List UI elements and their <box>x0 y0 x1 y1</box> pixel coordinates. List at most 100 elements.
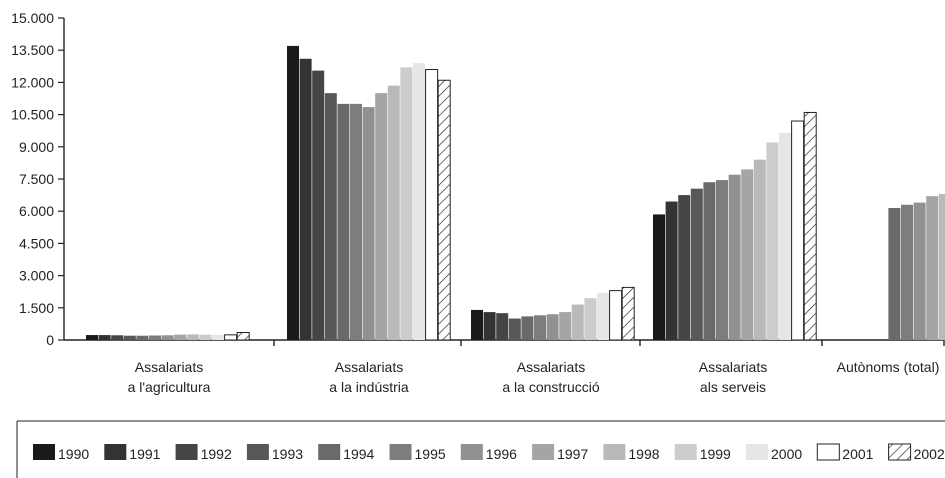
bar-1999-3 <box>766 142 779 340</box>
bar-1995-0 <box>149 335 161 340</box>
legend-swatch-2002 <box>888 443 912 461</box>
legend-label-2001: 2001 <box>842 446 873 462</box>
y-tick-label: 3.000 <box>19 268 54 284</box>
bar-1996-3 <box>728 174 741 340</box>
y-tick-label: 15.000 <box>11 10 54 26</box>
y-tick-label: 7.500 <box>19 171 54 187</box>
bar-1995-2 <box>534 315 546 340</box>
bar-2002-1 <box>437 79 451 341</box>
legend-label-1992: 1992 <box>201 446 232 462</box>
bar-1996-4 <box>913 202 926 340</box>
bar-1990-0 <box>86 335 98 340</box>
bar-2001-1 <box>425 69 439 341</box>
bar-2002-0 <box>236 331 250 341</box>
legend-swatch-1994 <box>318 444 341 460</box>
legend-swatch-1991 <box>104 444 127 460</box>
bar-2000-1 <box>413 63 425 341</box>
bar-1992-3 <box>678 195 691 340</box>
bar-1997-1 <box>375 93 388 340</box>
bar-1991-2 <box>483 312 496 340</box>
bar-1995-1 <box>350 103 362 340</box>
bar-2000-3 <box>779 132 791 340</box>
category-label: Assalariats <box>135 359 203 375</box>
legend-label-2002: 2002 <box>914 446 945 462</box>
bar-1992-2 <box>496 313 509 340</box>
y-tick-label: 4.500 <box>19 235 54 251</box>
y-tick-label: 9.000 <box>19 139 54 155</box>
bar-1995-4 <box>901 204 913 340</box>
bar-1994-1 <box>337 103 350 340</box>
bar-1997-3 <box>741 169 754 340</box>
legend-swatch-1996 <box>460 444 483 460</box>
bar-1992-0 <box>111 335 124 340</box>
legend-swatch-1995 <box>389 444 412 460</box>
bar-1997-0 <box>174 334 187 340</box>
bar-1996-0 <box>161 335 174 340</box>
legend-label-1993: 1993 <box>272 446 303 462</box>
bar-2001-2 <box>609 290 623 341</box>
bar-1999-0 <box>199 334 212 340</box>
chart-bars <box>86 45 945 341</box>
bar-2000-2 <box>597 292 609 340</box>
category-label: Assalariats <box>699 359 767 375</box>
bar-1993-3 <box>690 188 703 340</box>
bar-1994-3 <box>703 182 716 340</box>
bar-1996-2 <box>546 314 559 340</box>
y-tick-label: 1.500 <box>19 300 54 316</box>
bar-2001-0 <box>224 334 238 341</box>
y-tick-label: 12.000 <box>11 74 54 90</box>
bar-1993-0 <box>123 335 136 340</box>
bar-1999-1 <box>400 67 413 340</box>
legend-swatch-1999 <box>674 444 697 460</box>
legend-label-1991: 1991 <box>129 446 160 462</box>
category-labels: Assalariats a l'agricultura Assalariats a l… <box>128 359 940 395</box>
y-tick-label: 6.000 <box>19 203 54 219</box>
legend-swatch-1992 <box>175 444 198 460</box>
bar-2001-3 <box>791 120 805 341</box>
legend-swatch-1990 <box>33 444 55 460</box>
y-tick-label: 0 <box>46 332 54 348</box>
bar-1991-0 <box>98 335 111 340</box>
bar-1998-4 <box>938 194 945 340</box>
category-label: a l'agricultura <box>128 379 211 395</box>
legend-label-1990: 1990 <box>58 446 89 462</box>
bar-2000-0 <box>212 334 224 340</box>
bar-1995-3 <box>716 180 728 340</box>
bar-1997-4 <box>926 196 939 340</box>
legend-swatch-1998 <box>603 444 626 460</box>
legend-label-1997: 1997 <box>557 446 588 462</box>
bar-1994-4 <box>888 207 901 340</box>
legend-swatch-1993 <box>246 444 269 460</box>
bar-1990-1 <box>287 45 299 340</box>
bar-1991-3 <box>665 201 678 340</box>
legend-label-1994: 1994 <box>343 446 374 462</box>
y-tick-label: 13.500 <box>11 42 54 58</box>
legend-label-2000: 2000 <box>771 446 802 462</box>
legend-label-1996: 1996 <box>486 446 517 462</box>
bar-1996-1 <box>362 107 375 340</box>
legend-label-1998: 1998 <box>628 446 659 462</box>
category-label: a la indústria <box>329 379 409 395</box>
bar-1998-0 <box>186 334 199 340</box>
bar-1998-3 <box>753 159 766 340</box>
y-tick-label: 10.500 <box>11 107 54 123</box>
bar-1993-2 <box>508 318 521 340</box>
bar-1994-0 <box>136 335 149 340</box>
bar-1993-1 <box>324 93 337 340</box>
bar-1998-2 <box>571 304 584 340</box>
legend-swatch-2000 <box>746 444 768 460</box>
legend-label-1999: 1999 <box>700 446 731 462</box>
legend-swatch-1997 <box>532 444 555 460</box>
category-label: als serveis <box>700 379 766 395</box>
bar-2002-2 <box>621 286 635 341</box>
category-label: Assalariats <box>335 359 403 375</box>
bar-1990-3 <box>653 214 665 340</box>
bar-1990-2 <box>471 309 483 340</box>
bar-1998-1 <box>387 85 400 341</box>
category-label: Autònoms (total) <box>837 359 940 375</box>
bar-1991-1 <box>299 58 312 340</box>
chart-legend: 1990 1991 1992 1993 1994 1995 1996 1997 1998 1999… <box>16 420 945 478</box>
bar-2002-3 <box>803 111 817 341</box>
bar-1992-1 <box>312 70 325 341</box>
